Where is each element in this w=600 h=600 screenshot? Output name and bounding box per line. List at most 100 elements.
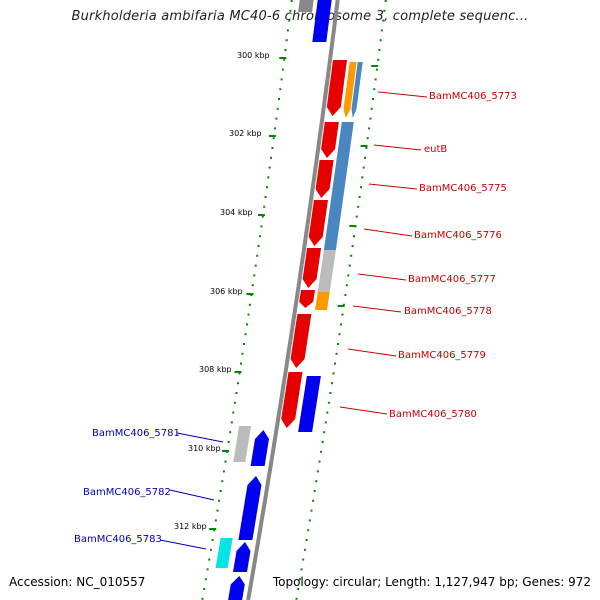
tick-dot-outer [368, 127, 371, 130]
tick-dot-outer [315, 480, 318, 483]
tick-dot-outer [289, 9, 292, 12]
gene-bammc406-5776 [308, 200, 328, 246]
tick-dot-outer [355, 215, 358, 218]
gene-label-bammc406-5777[interactable]: BamMC406_5777 [408, 274, 496, 285]
tick-dot-outer [271, 147, 274, 149]
gene-label-bammc406-5781[interactable]: BamMC406_5781 [92, 428, 180, 439]
tick-dot-outer [261, 215, 264, 218]
tick-dot-outer [254, 264, 257, 267]
major-tick [337, 305, 345, 307]
gene-label-bammc406-5776[interactable]: BamMC406_5776 [414, 230, 502, 241]
tick-dot-outer [329, 392, 332, 394]
tick-dot-outer [251, 284, 254, 287]
tick-dot-outer [288, 19, 291, 22]
kbp-label-312: 312 kbp [174, 522, 207, 531]
gene-label-bammc406-5773[interactable]: BamMC406_5773 [429, 91, 517, 102]
tick-dot-outer [240, 362, 242, 365]
tick-dot-outer [297, 588, 300, 590]
tick-dot-outer [260, 225, 263, 228]
tick-dot-outer [345, 284, 348, 287]
tick-dot-outer [243, 343, 245, 345]
tick-dot-outer [351, 245, 354, 247]
gene-bottom-blue [228, 576, 245, 600]
tick-dot-outer [264, 196, 267, 198]
tick-dot-outer [256, 254, 259, 257]
tick-dot-outer [241, 352, 244, 355]
tick-dot-outer [358, 196, 361, 198]
tick-dot-outer [370, 107, 373, 110]
tick-dot-outer [321, 441, 324, 443]
major-tick [257, 214, 265, 216]
leader-line-left [159, 539, 207, 550]
tick-dot-outer [230, 421, 233, 424]
tick-dot-outer [298, 578, 301, 581]
major-tick [279, 57, 287, 59]
tick-dot-outer [357, 205, 360, 208]
leader-lines [159, 91, 428, 550]
gene-label-eutb[interactable]: eutB [424, 144, 447, 155]
tick-dot-outer [362, 166, 365, 169]
tick-dot-outer [323, 431, 326, 434]
tick-dot-outer [267, 176, 270, 179]
gene-label-bammc406-5780[interactable]: BamMC406_5780 [389, 409, 477, 420]
tick-dot-outer [316, 470, 319, 473]
gene-label-bammc406-5782[interactable]: BamMC406_5782 [83, 487, 171, 498]
tick-dot-outer [235, 392, 238, 394]
leader-line-right [363, 228, 413, 237]
major-tick [349, 225, 357, 227]
tick-dot-outer [280, 78, 283, 81]
tick-dot-outer [203, 588, 206, 590]
tick-dot-outer [281, 68, 284, 71]
topology-stats-text: Topology: circular; Length: 1,127,947 bp… [272, 575, 591, 589]
tick-dot-outer [219, 490, 222, 492]
tick-dot-outer [307, 529, 310, 532]
tick-dot-outer [213, 529, 216, 532]
tick-dot-outer [303, 548, 306, 551]
tick-dot-outer [237, 382, 239, 385]
tick-dot-outer [318, 460, 321, 463]
tick-dot-outer [204, 578, 207, 581]
kbp-label-310: 310 kbp [188, 444, 221, 453]
tick-dot-outer [366, 137, 369, 140]
tick-dot-outer [270, 156, 272, 159]
gene-label-bammc406-5775[interactable]: BamMC406_5775 [419, 183, 507, 194]
tick-dot-outer [382, 19, 385, 22]
gene-label-bammc406-5779[interactable]: BamMC406_5779 [398, 350, 486, 361]
tick-dot-outer [337, 343, 339, 345]
leader-line-right [352, 305, 402, 313]
gene-label-bammc406-5778[interactable]: BamMC406_5778 [404, 306, 492, 317]
tick-dot-outer [310, 509, 313, 512]
tick-dot-outer [284, 49, 287, 51]
major-tick [209, 528, 217, 530]
feature-cyan-1 [215, 538, 233, 568]
tick-dot-outer [247, 313, 250, 316]
feature-gray-top [298, 0, 314, 12]
gene-label-bammc406-5783[interactable]: BamMC406_5783 [74, 534, 162, 545]
tick-dot-outer [369, 117, 372, 120]
feature-gray-2 [233, 426, 252, 462]
tick-dot-outer [380, 29, 383, 32]
tick-dot-outer [348, 264, 351, 267]
tick-dot-outer [372, 98, 374, 100]
tick-dot-outer [285, 39, 288, 42]
feature-steelblue-2 [323, 122, 354, 250]
tick-dot-outer [341, 313, 344, 316]
tick-dot-outer [233, 401, 236, 404]
tick-dot-outer [268, 166, 271, 169]
tick-dot-outer [384, 0, 387, 2]
major-tick [371, 65, 379, 67]
tick-dot-outer [222, 470, 225, 473]
tick-dot-outer [266, 186, 268, 189]
tick-dot-outer [209, 548, 212, 551]
tick-dot-outer [375, 68, 378, 71]
tick-dot-outer [379, 39, 382, 42]
tick-dot-outer [312, 499, 315, 502]
leader-line-right [347, 348, 397, 357]
tick-dot-outer [246, 323, 248, 326]
feature-steelblue-1 [351, 62, 363, 118]
tick-dot-outer [335, 352, 338, 355]
gene-bammc406-5782 [238, 476, 262, 540]
tick-dot-outer [373, 88, 376, 91]
tick-dot-outer [248, 303, 251, 306]
tick-dot-outer [211, 539, 214, 541]
